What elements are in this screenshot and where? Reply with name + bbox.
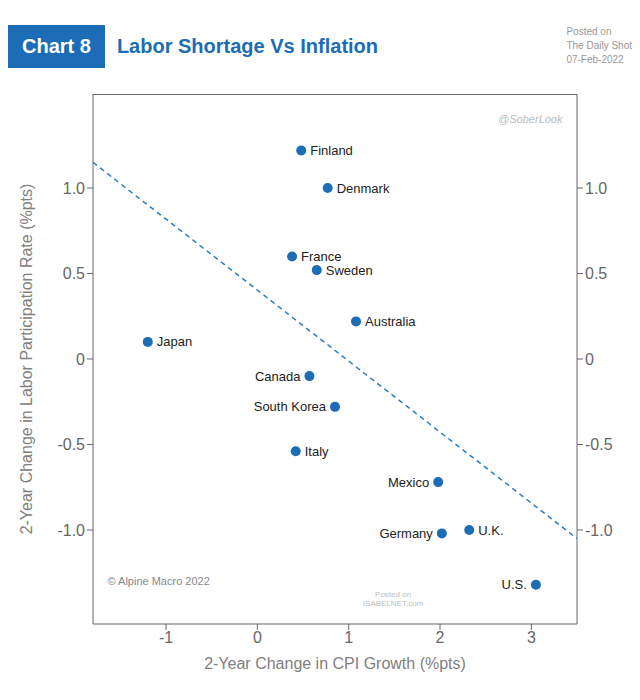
svg-text:1: 1 (344, 629, 353, 646)
svg-text:1.0: 1.0 (63, 180, 85, 197)
svg-text:Italy: Italy (305, 444, 329, 459)
html-text:The Daily Shot: The Daily Shot (566, 40, 632, 51)
svg-text:South Korea: South Korea (254, 399, 327, 414)
svg-text:-0.5: -0.5 (57, 436, 85, 453)
svg-text:1.0: 1.0 (585, 180, 607, 197)
svg-text:-0.5: -0.5 (585, 436, 613, 453)
svg-text:0.5: 0.5 (63, 265, 85, 282)
svg-text:0: 0 (585, 351, 594, 368)
html-text:Posted on ISABELNET.com: Posted on ISABELNET.com (362, 590, 424, 609)
svg-text:Canada: Canada (255, 369, 301, 384)
svg-text:-1: -1 (159, 629, 173, 646)
svg-text:-1.0: -1.0 (57, 522, 85, 539)
svg-text:2-Year Change in Labor Partici: 2-Year Change in Labor Participation Rat… (18, 184, 35, 535)
html-text:@SoberLook: @SoberLook (498, 112, 563, 125)
svg-text:Australia: Australia (365, 314, 416, 329)
svg-text:Japan: Japan (157, 334, 192, 349)
svg-text:0: 0 (76, 351, 85, 368)
svg-text:U.S.: U.S. (502, 577, 527, 592)
svg-text:2-Year Change in CPI Growth (%: 2-Year Change in CPI Growth (%pts) (204, 655, 466, 672)
svg-text:Germany: Germany (379, 526, 433, 541)
svg-text:Sweden: Sweden (326, 263, 373, 278)
svg-text:-1.0: -1.0 (585, 522, 613, 539)
svg-text:3: 3 (527, 629, 536, 646)
svg-text:2: 2 (436, 629, 445, 646)
html-text:Labor Shortage Vs Inflation: Labor Shortage Vs Inflation (116, 34, 378, 57)
svg-text:Denmark: Denmark (337, 181, 390, 196)
svg-text:0.5: 0.5 (585, 265, 607, 282)
svg-text:0: 0 (253, 629, 262, 646)
html-text:07-Feb-2022: 07-Feb-2022 (566, 54, 624, 65)
svg-text:Mexico: Mexico (388, 475, 429, 490)
html-text:© Alpine Macro 2022: © Alpine Macro 2022 (107, 574, 210, 587)
html-text:Chart 8: Chart 8 (22, 34, 91, 57)
html-text:Posted on: Posted on (566, 26, 612, 37)
svg-text:France: France (301, 249, 342, 264)
svg-text:U.K.: U.K. (478, 523, 503, 538)
svg-text:Finland: Finland (310, 143, 353, 158)
